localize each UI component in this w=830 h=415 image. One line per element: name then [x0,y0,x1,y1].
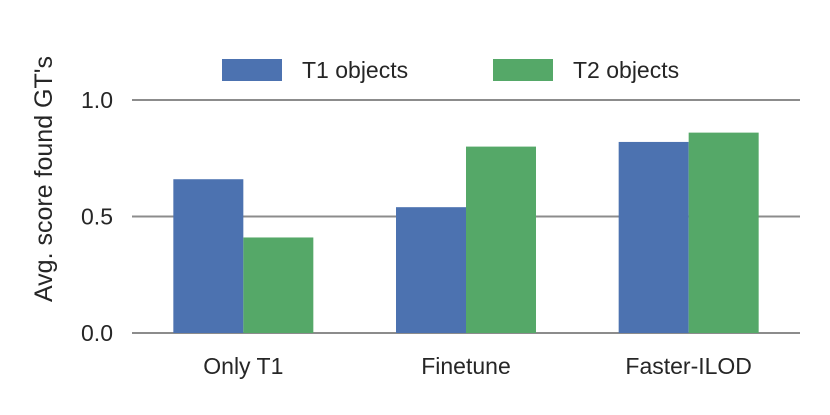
bars [173,132,759,333]
bar-t1-objects-faster-ilod [618,141,689,333]
legend-swatch [222,59,282,81]
bar-t2-objects-faster-ilod [688,132,759,333]
bar-t2-objects-only-t1 [243,237,314,333]
legend-label: T1 objects [302,57,408,83]
x-category-label: Faster-ILOD [625,353,752,379]
y-tick-label: 0.5 [81,204,113,230]
bar-t1-objects-only-t1 [173,179,244,333]
legend: T1 objects T2 objects [222,57,679,83]
x-category-label: Only T1 [203,353,283,379]
legend-label: T2 objects [573,57,679,83]
y-tick-labels: 0.0 0.5 1.0 [81,87,113,346]
legend-swatch [493,59,553,81]
bar-t1-objects-finetune [396,207,466,333]
bar-t2-objects-finetune [466,146,536,333]
y-axis-title: Avg. score found GT's [30,56,58,302]
y-tick-label: 1.0 [81,87,113,113]
y-tick-label: 0.0 [81,320,113,346]
x-category-label: Finetune [421,353,511,379]
x-category-labels: Only T1 Finetune Faster-ILOD [203,353,752,379]
